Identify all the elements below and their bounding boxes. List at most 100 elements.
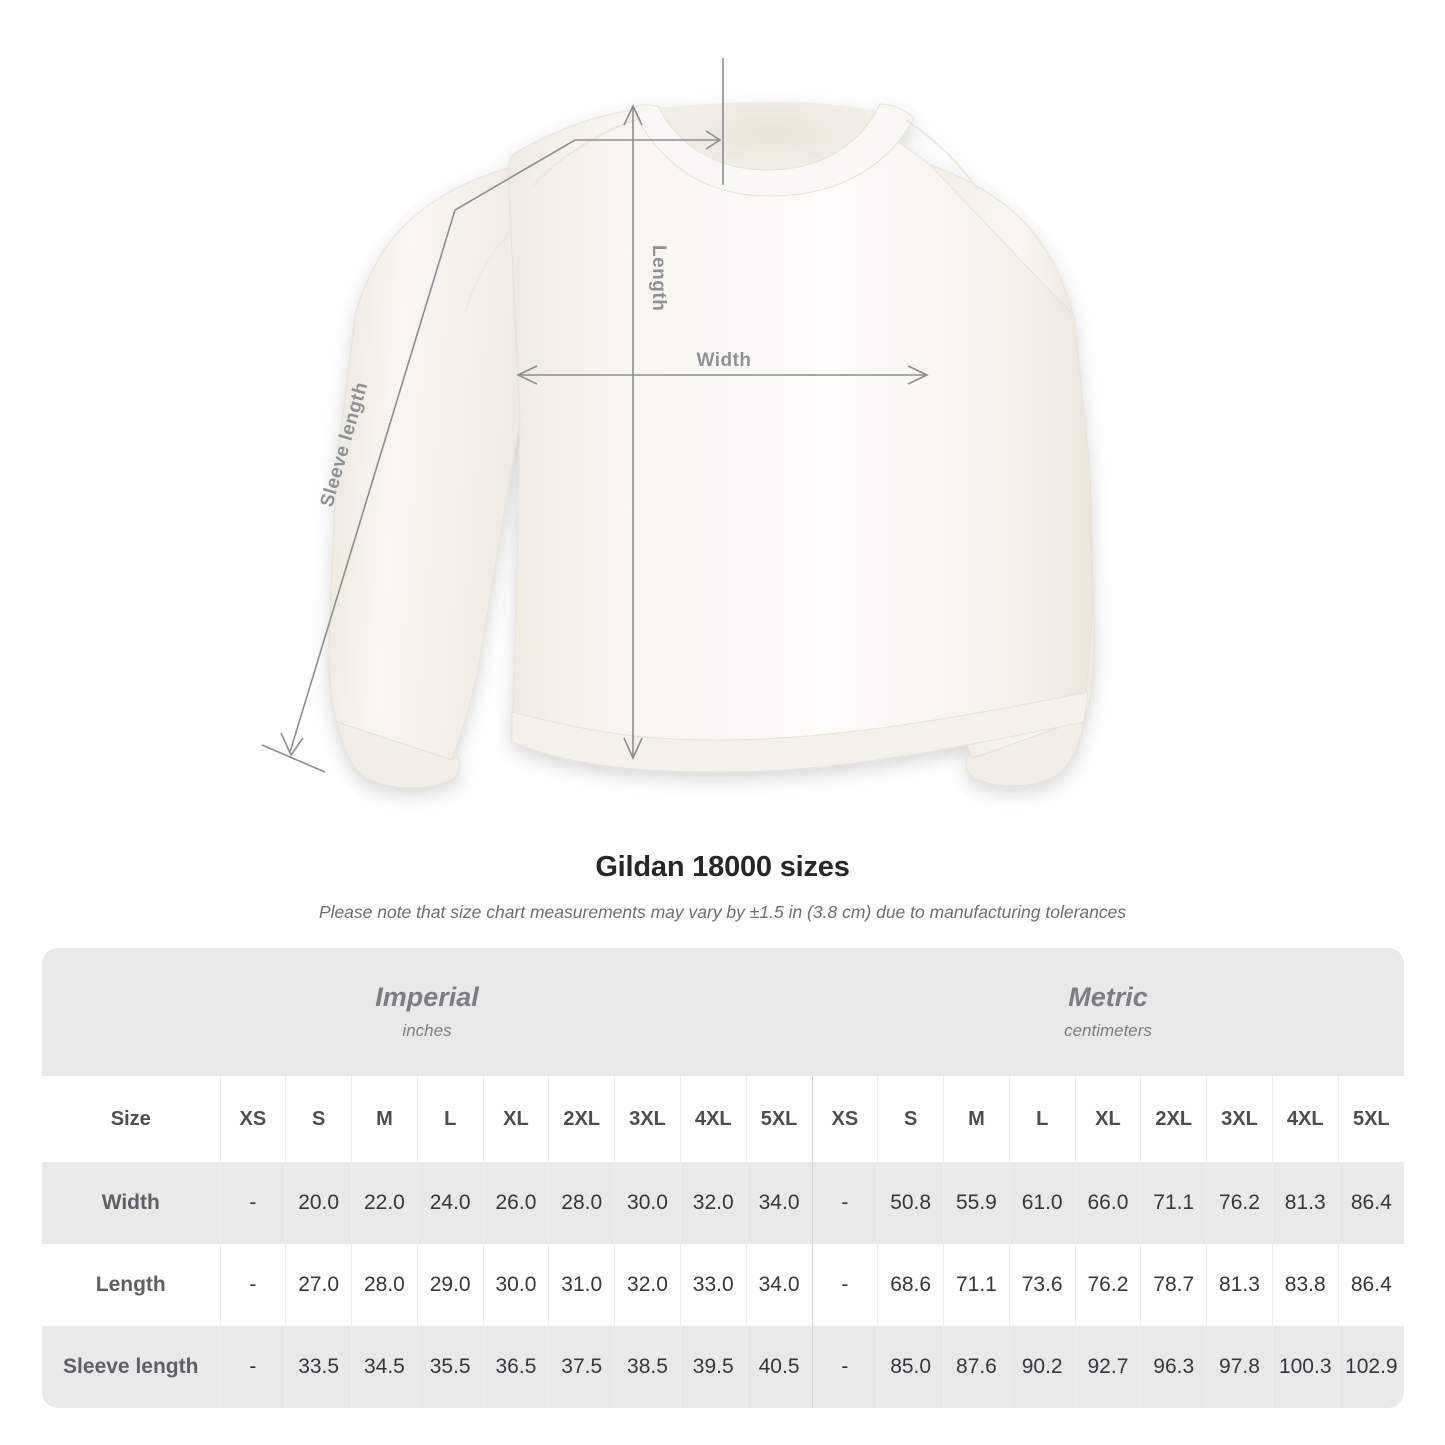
unit-group-name: Metric — [1068, 982, 1148, 1013]
row-label-length: Length — [42, 1244, 220, 1326]
size-header-metric-4xl: 4XL — [1271, 1076, 1339, 1162]
cell-length-imperial-l: 29.0 — [416, 1244, 484, 1326]
size-header-imperial-xl: XL — [482, 1076, 549, 1162]
empty-value: - — [249, 1191, 257, 1214]
cell-length-metric-4xl: 83.8 — [1271, 1244, 1339, 1326]
left-cuff — [336, 721, 461, 789]
cell-sleeve-length-metric-xl: 92.7 — [1074, 1326, 1141, 1408]
cell-width-imperial-xs: - — [219, 1162, 286, 1244]
cell-sleeve-length-metric-l: 90.2 — [1008, 1326, 1076, 1408]
cell-length-metric-5xl: 86.4 — [1337, 1244, 1405, 1326]
left-raglan-crease — [465, 231, 513, 313]
table-row: Length - 27.0 28.0 29.0 30.0 31.0 32.0 33.0 34.0 -… — [42, 1244, 1405, 1326]
size-header-imperial-m: M — [351, 1076, 418, 1162]
cell-length-imperial-xl: 30.0 — [482, 1244, 549, 1326]
cell-sleeve-length-imperial-xl: 36.5 — [482, 1326, 549, 1408]
size-header-imperial-xs: XS — [219, 1076, 286, 1162]
size-chart-table: Imperial inches Metric centimeters Size XS S M L… — [42, 948, 1405, 1408]
size-header-imperial-5xl: 5XL — [745, 1076, 812, 1162]
cell-width-metric-s: 50.8 — [877, 1162, 944, 1244]
sleeve-leader-line — [289, 139, 718, 753]
size-header-imperial-3xl: 3XL — [614, 1076, 681, 1162]
title-block: Gildan 18000 sizes Please note that size… — [0, 845, 1445, 923]
row-label-width: Width — [42, 1162, 220, 1244]
size-header-imperial-4xl: 4XL — [679, 1076, 747, 1162]
sleeve-arrow-bottom — [280, 732, 304, 757]
cell-width-imperial-m: 22.0 — [351, 1162, 418, 1244]
bottom-hem — [511, 691, 1089, 773]
size-header-imperial-2xl: 2XL — [548, 1076, 615, 1162]
sleeve-leader-arrowhead — [705, 130, 722, 150]
cell-sleeve-length-metric-2xl: 96.3 — [1140, 1326, 1207, 1408]
left-sleeve — [328, 167, 534, 761]
cell-sleeve-length-imperial-5xl: 40.5 — [745, 1326, 812, 1408]
cell-width-imperial-3xl: 30.0 — [614, 1162, 681, 1244]
cell-width-metric-4xl: 81.3 — [1271, 1162, 1339, 1244]
unit-group-name: Imperial — [375, 982, 479, 1013]
cell-width-imperial-xl: 26.0 — [482, 1162, 549, 1244]
empty-value: - — [249, 1355, 257, 1378]
sweatshirt-graphic — [328, 102, 1096, 789]
unit-group-subtitle: centimeters — [1064, 1020, 1152, 1040]
right-shoulder-seam — [905, 119, 979, 191]
cell-width-metric-m: 55.9 — [943, 1162, 1010, 1244]
empty-value: - — [841, 1191, 849, 1214]
size-header-metric-2xl: 2XL — [1140, 1076, 1207, 1162]
width-label: Width — [696, 350, 751, 371]
cell-width-metric-2xl: 71.1 — [1140, 1162, 1207, 1244]
cell-sleeve-length-imperial-l: 35.5 — [416, 1326, 484, 1408]
cell-length-imperial-4xl: 33.0 — [679, 1244, 747, 1326]
cell-length-metric-m: 71.1 — [943, 1244, 1010, 1326]
cell-length-imperial-xs: - — [219, 1244, 286, 1326]
size-header-imperial-l: L — [416, 1076, 484, 1162]
cell-sleeve-length-metric-3xl: 97.8 — [1206, 1326, 1273, 1408]
cell-length-metric-xl: 76.2 — [1074, 1244, 1141, 1326]
unit-banner-row: Imperial inches Metric centimeters — [42, 948, 1405, 1076]
measurement-lines — [261, 58, 929, 773]
cell-sleeve-length-metric-5xl: 102.9 — [1337, 1326, 1405, 1408]
length-arrow-bottom — [623, 737, 643, 760]
cell-width-metric-5xl: 86.4 — [1337, 1162, 1405, 1244]
left-shoulder-seam — [532, 117, 641, 187]
right-cuff — [965, 717, 1086, 787]
cell-sleeve-length-metric-s: 85.0 — [877, 1326, 944, 1408]
cell-length-metric-s: 68.6 — [877, 1244, 944, 1326]
garment-diagram-svg: Length Width Sleeve length — [261, 58, 1096, 789]
cell-width-metric-xl: 66.0 — [1074, 1162, 1141, 1244]
cell-sleeve-length-metric-m: 87.6 — [943, 1326, 1010, 1408]
sleeve-cuff-tick — [261, 744, 326, 773]
cell-length-imperial-s: 27.0 — [285, 1244, 352, 1326]
cell-length-metric-xs: - — [811, 1244, 878, 1326]
unit-group-subtitle: inches — [402, 1020, 452, 1040]
cell-width-metric-3xl: 76.2 — [1206, 1162, 1273, 1244]
cell-width-metric-l: 61.0 — [1008, 1162, 1076, 1244]
size-header-metric-l: L — [1008, 1076, 1076, 1162]
tolerance-note: Please note that size chart measurements… — [318, 902, 1127, 922]
size-header-metric-s: S — [877, 1076, 944, 1162]
row-label-sleeve-length: Sleeve length — [42, 1326, 220, 1408]
cell-width-imperial-5xl: 34.0 — [745, 1162, 812, 1244]
cell-sleeve-length-imperial-4xl: 39.5 — [679, 1326, 747, 1408]
size-header-imperial-s: S — [285, 1076, 352, 1162]
cell-sleeve-length-imperial-m: 34.5 — [351, 1326, 418, 1408]
cell-length-metric-2xl: 78.7 — [1140, 1244, 1207, 1326]
cell-length-imperial-2xl: 31.0 — [548, 1244, 615, 1326]
empty-value: - — [249, 1273, 257, 1296]
empty-value: - — [841, 1273, 849, 1296]
garment-illustration: Length Width Sleeve length — [261, 58, 1096, 789]
cell-sleeve-length-imperial-2xl: 37.5 — [548, 1326, 615, 1408]
width-arrow-left — [516, 365, 538, 385]
cell-width-imperial-2xl: 28.0 — [548, 1162, 615, 1244]
collar-ribbing — [631, 103, 915, 197]
size-header-metric-xs: XS — [811, 1076, 878, 1162]
cell-width-imperial-s: 20.0 — [285, 1162, 352, 1244]
cell-length-imperial-m: 28.0 — [351, 1244, 418, 1326]
size-header-metric-xl: XL — [1074, 1076, 1141, 1162]
unit-group-metric: Metric centimeters — [812, 948, 1405, 1076]
cell-length-imperial-3xl: 32.0 — [614, 1244, 681, 1326]
length-label: Length — [648, 245, 669, 311]
page-title: Gildan 18000 sizes — [595, 851, 850, 883]
cell-sleeve-length-imperial-s: 33.5 — [285, 1326, 352, 1408]
size-header-metric-5xl: 5XL — [1337, 1076, 1405, 1162]
size-header-row: Size XS S M L XL 2XL 3XL 4XL 5XL XS S M L XL 2XL 3XL 4XL 5… — [42, 1076, 1405, 1162]
